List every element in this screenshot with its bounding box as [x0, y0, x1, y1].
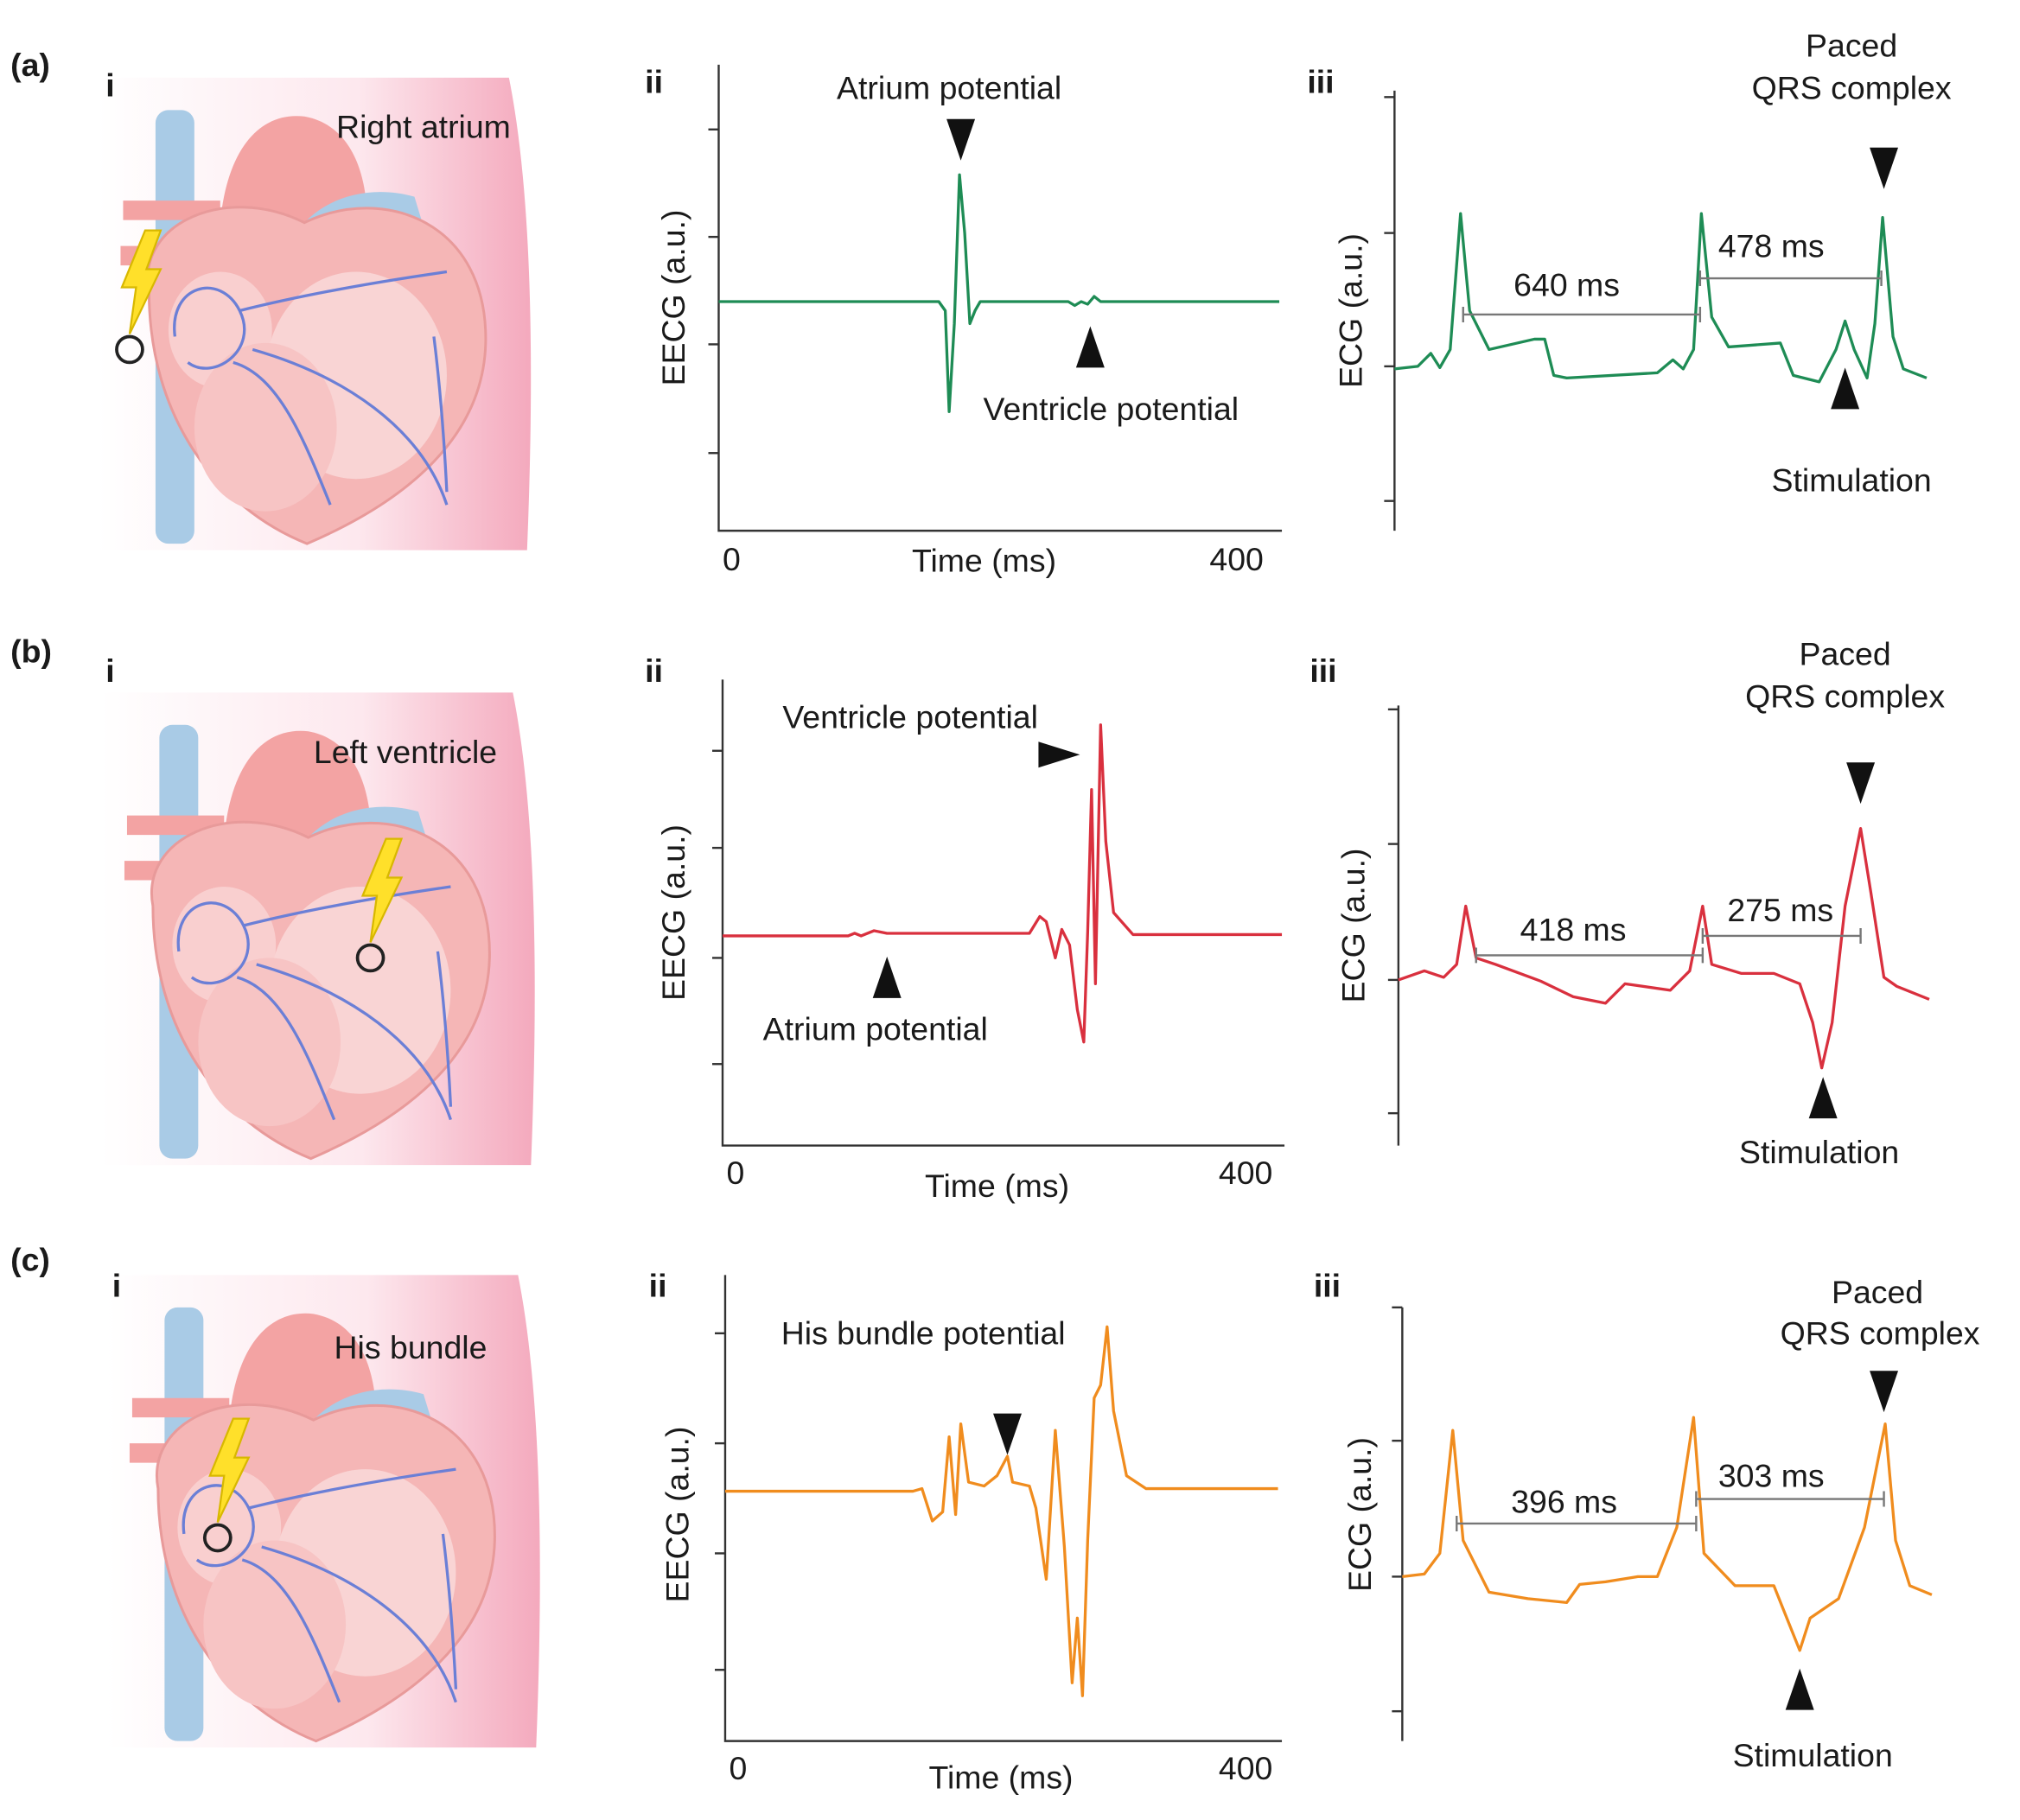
ecg-trace: [1394, 212, 1928, 384]
subpanel-label: iii: [1309, 652, 1336, 689]
y-axis-label: EECG (a.u.): [659, 1427, 695, 1603]
arrowhead: [1785, 1668, 1814, 1710]
interval-label: 418 ms: [1520, 911, 1627, 947]
subpanel-label: i: [112, 1267, 121, 1303]
axes: [723, 1275, 1283, 1742]
electrode: [355, 943, 386, 973]
eecg-trace: [718, 173, 1280, 413]
axes: [721, 679, 1285, 1147]
subpanel-label: i: [105, 652, 114, 689]
annotation: Atrium potential: [837, 70, 1061, 106]
y-axis-label: EECG (a.u.): [655, 210, 691, 386]
subpanel-label: iii: [1307, 63, 1334, 99]
site-label: Right atrium: [336, 109, 511, 145]
annotation: Ventricle potential: [782, 699, 1038, 735]
interval-bar: [1462, 306, 1702, 322]
interval-bar: [1698, 270, 1883, 287]
y-axis-label: ECG (a.u.): [1332, 233, 1368, 388]
x-tick-label: 0: [727, 1155, 745, 1191]
interval-label: 396 ms: [1511, 1483, 1617, 1519]
arrowhead: [1831, 367, 1860, 410]
site-label: His bundle: [335, 1329, 487, 1365]
panel-label: (a): [10, 47, 50, 83]
arrowhead: [1808, 1077, 1838, 1119]
electrode: [115, 334, 144, 365]
x-tick-label: 400: [1209, 541, 1263, 577]
x-axis-label: Time (ms): [928, 1759, 1073, 1795]
subpanel-label: i: [105, 67, 114, 104]
paced-label: Paced: [1832, 1274, 1923, 1310]
paced-label: QRS complex: [1752, 70, 1952, 106]
stimulation-label: Stimulation: [1733, 1737, 1893, 1773]
arrowhead: [993, 1413, 1022, 1455]
subpanel-label: ii: [649, 1267, 667, 1303]
annotation: Ventricle potential: [984, 391, 1239, 427]
annotation: His bundle potential: [781, 1315, 1066, 1352]
stimulation-label: Stimulation: [1739, 1134, 1899, 1170]
x-tick-label: 400: [1219, 1155, 1272, 1191]
lightning-bolt: [208, 1417, 251, 1523]
panel-label: (b): [10, 633, 52, 669]
lightning-bolt: [360, 837, 404, 943]
stimulation-label: Stimulation: [1772, 462, 1932, 499]
paced-label: QRS complex: [1781, 1315, 1980, 1352]
ecg-trace: [1402, 1416, 1933, 1652]
interval-label: 478 ms: [1718, 227, 1825, 264]
interval-bar: [1701, 927, 1862, 944]
panel-label: (c): [10, 1241, 50, 1277]
y-axis-label: ECG (a.u.): [1335, 849, 1371, 1003]
arrowhead: [946, 118, 976, 161]
subpanel-label: iii: [1314, 1267, 1341, 1303]
y-axis-label: ECG (a.u.): [1341, 1437, 1378, 1592]
interval-bar: [1695, 1491, 1885, 1507]
arrowhead: [1075, 326, 1105, 368]
arrowhead: [1870, 1371, 1899, 1413]
ecg-trace: [1398, 826, 1930, 1070]
arrowhead: [1846, 762, 1876, 805]
interval-label: 275 ms: [1727, 892, 1833, 928]
interval-label: 303 ms: [1718, 1457, 1825, 1493]
x-tick-label: 0: [723, 541, 741, 577]
heart-illustration: [95, 76, 532, 552]
arrowhead: [1870, 147, 1899, 189]
subpanel-label: ii: [645, 652, 663, 689]
paced-label: Paced: [1800, 635, 1891, 671]
lightning-bolt: [120, 229, 162, 334]
annotation: Atrium potential: [763, 1011, 988, 1047]
x-tick-label: 400: [1219, 1750, 1272, 1786]
eecg-trace: [724, 1325, 1278, 1697]
electrode: [202, 1523, 233, 1553]
paced-label: QRS complex: [1745, 678, 1945, 715]
eecg-trace: [722, 723, 1283, 1044]
axes: [717, 64, 1283, 532]
paced-label: Paced: [1806, 27, 1897, 63]
arrowhead: [1038, 741, 1080, 768]
y-axis-label: EECG (a.u.): [655, 824, 691, 1001]
interval-label: 640 ms: [1513, 266, 1620, 302]
arrowhead: [872, 956, 902, 998]
x-axis-label: Time (ms): [925, 1168, 1069, 1204]
interval-bar: [1456, 1516, 1698, 1531]
site-label: Left ventricle: [314, 734, 497, 770]
interval-bar: [1475, 947, 1705, 964]
x-tick-label: 0: [730, 1750, 748, 1786]
x-axis-label: Time (ms): [912, 542, 1056, 578]
subpanel-label: ii: [645, 63, 663, 99]
